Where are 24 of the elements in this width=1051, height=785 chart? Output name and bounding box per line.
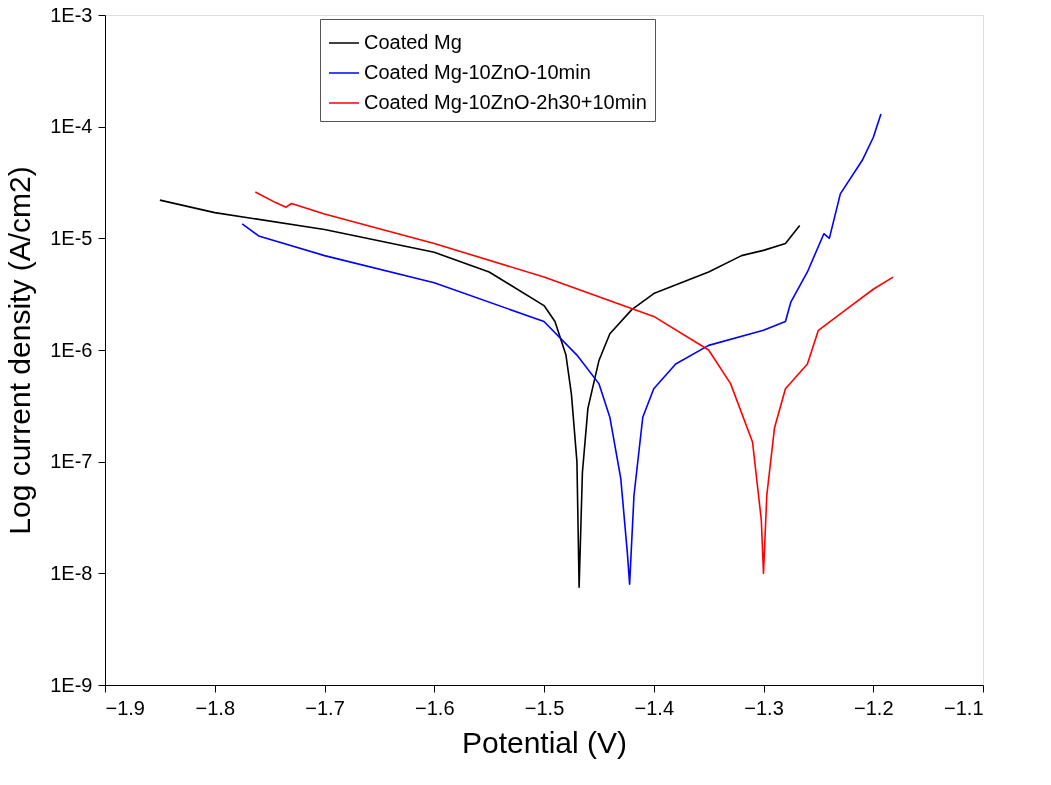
x-tick-label: −1.4	[634, 696, 674, 719]
line-series	[254, 191, 894, 575]
x-tick-label: −1.2	[854, 696, 894, 719]
line-series	[159, 199, 801, 589]
x-tick-label: −1.6	[415, 696, 455, 719]
y-tick-label: 1E-6	[50, 338, 93, 361]
y-axis-title: Log current density (A/cm2)	[3, 166, 37, 535]
y-tick-label: 1E-8	[50, 561, 93, 584]
y-tick-label: 1E-5	[50, 226, 93, 249]
line-series	[241, 113, 882, 585]
y-tick-label: 1E-9	[50, 673, 93, 696]
x-tick-label: −1.1	[944, 696, 984, 719]
legend-label: Coated Mg-10ZnO-10min	[364, 61, 591, 83]
x-tick-label: −1.8	[195, 696, 235, 719]
x-tick-label: −1.7	[305, 696, 345, 719]
x-axis-title: Potential (V)	[461, 725, 628, 759]
legend-label: Coated Mg	[364, 31, 462, 53]
y-tick-label: 1E-3	[50, 3, 93, 26]
x-tick-label: −1.5	[524, 696, 565, 719]
x-tick-label: −1.9	[105, 696, 145, 719]
legend-label: Coated Mg-10ZnO-2h30+10min	[364, 91, 647, 113]
y-tick-label: 1E-7	[50, 450, 93, 473]
x-tick-label: −1.3	[744, 696, 784, 719]
y-tick-label: 1E-4	[50, 115, 93, 138]
